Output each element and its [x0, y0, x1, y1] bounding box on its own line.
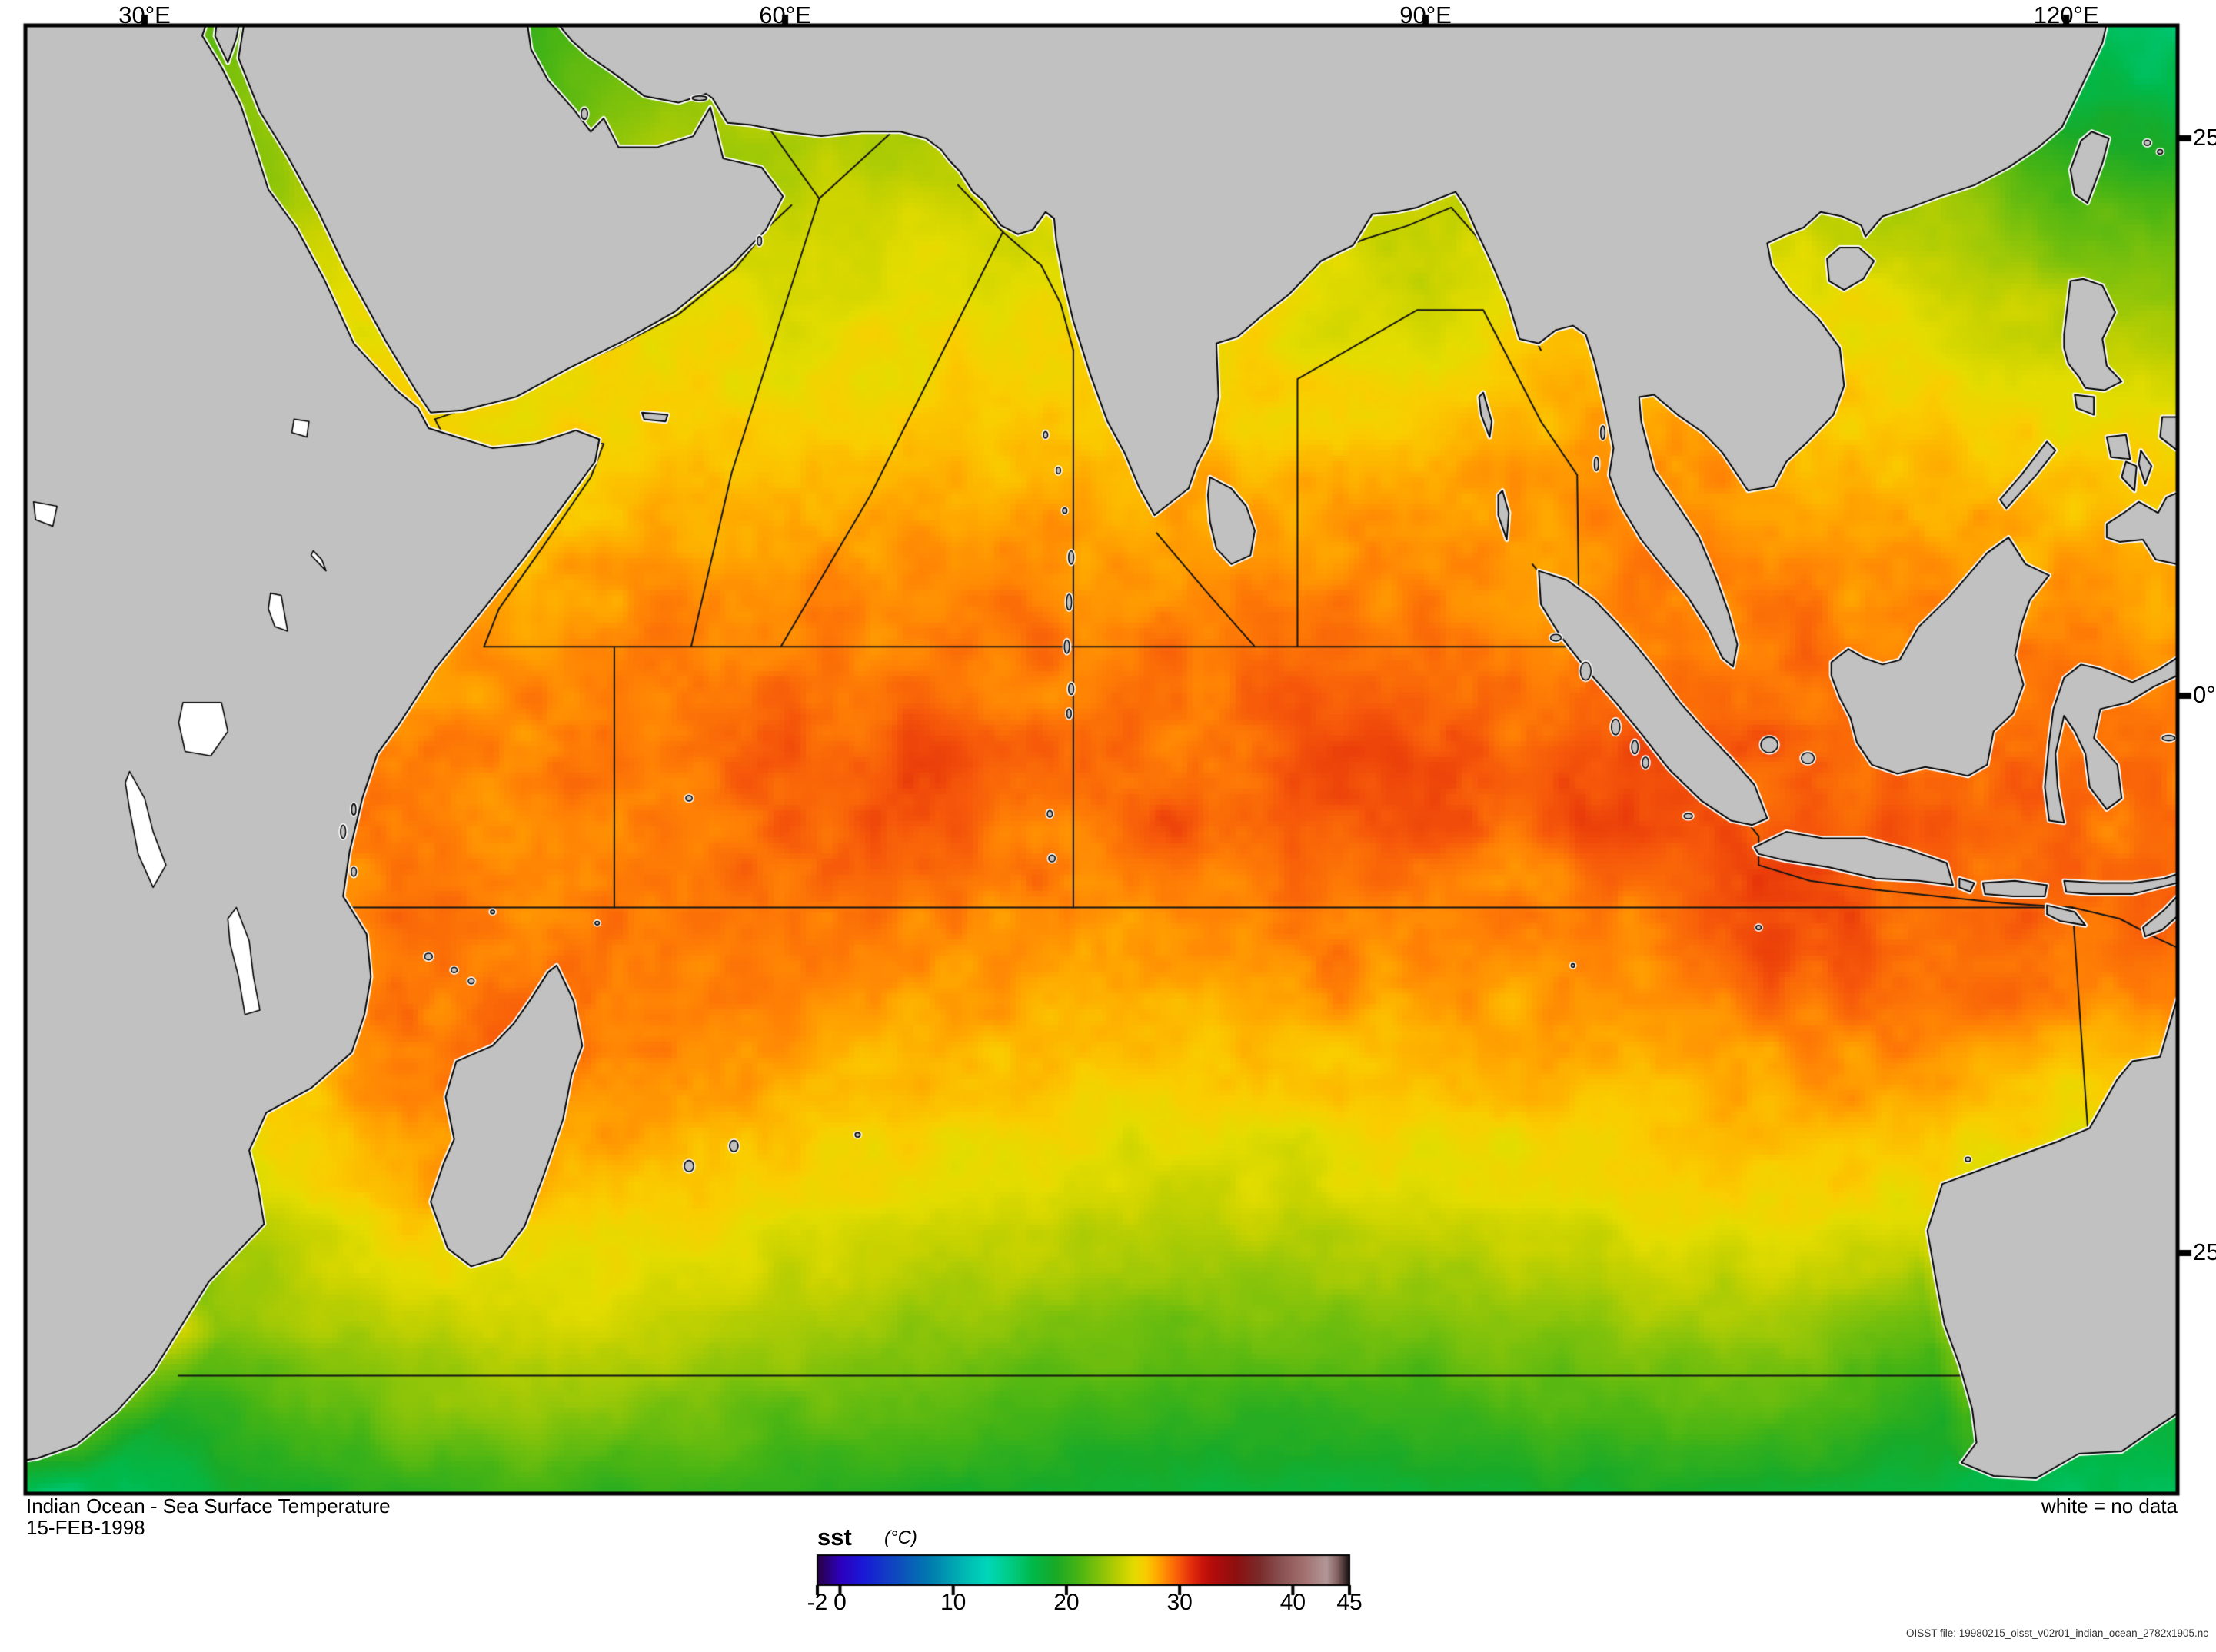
colorbar-tick-label-10: 10 — [940, 1590, 967, 1615]
colorbar-tick-label-0: 0 — [833, 1590, 847, 1615]
no-data-note: white = no data — [2041, 1494, 2178, 1517]
colorbar-tick-label-20: 20 — [1053, 1590, 1080, 1615]
lon-tick-label-90e: 90°E — [1399, 2, 1452, 28]
colorbar-units: (°C) — [884, 1527, 917, 1548]
colorbar-tick-label-n2: -2 — [807, 1590, 828, 1615]
map-title: Indian Ocean - Sea Surface Temperature — [26, 1494, 391, 1517]
lat-tick-label-0: 0° — [2193, 681, 2216, 708]
lon-tick-label-120e: 120°E — [2033, 2, 2099, 28]
lat-tick-label-25n: 25° — [2193, 124, 2216, 151]
lat-tick-label-25s: 25° — [2193, 1238, 2216, 1265]
lon-tick-label-30e: 30°E — [118, 2, 171, 28]
source-file-note: OISST file: 19980215_oisst_v02r01_indian… — [1905, 1627, 2208, 1639]
colorbar-label: sst — [817, 1524, 852, 1551]
lon-tick-label-60e: 60°E — [759, 2, 811, 28]
colorbar-tick-label-40: 40 — [1279, 1590, 1306, 1615]
colorbar-tick-label-30: 30 — [1166, 1590, 1193, 1615]
map-date: 15-FEB-1998 — [26, 1516, 145, 1539]
colorbar-tick-label-45: 45 — [1336, 1590, 1363, 1615]
